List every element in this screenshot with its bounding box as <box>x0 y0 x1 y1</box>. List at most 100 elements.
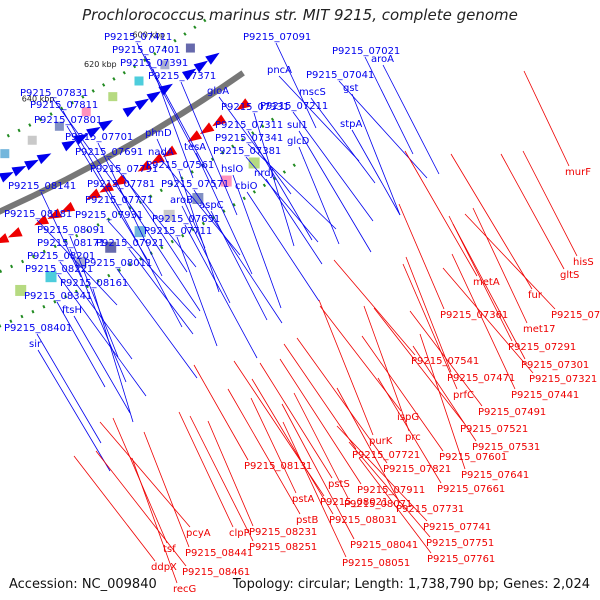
forward-gene-arrow <box>86 126 101 139</box>
reverse-gene-label: P9215_07601 <box>439 452 507 463</box>
forward-gene-arrow <box>205 52 220 65</box>
reverse-gene-leader <box>419 333 466 470</box>
reverse-gene-leader <box>250 397 297 494</box>
forward-gene-label: sul1 <box>287 120 308 131</box>
reverse-gene-leader <box>412 345 477 442</box>
forward-gene-leader <box>37 349 111 472</box>
forward-gene-arrow <box>61 140 77 152</box>
forward-gene-label: P9215_07021 <box>332 46 400 57</box>
forward-gene-label: phnD <box>145 128 172 139</box>
forward-gene-label: P9215_08401 <box>4 323 72 334</box>
reverse-gene-label: P9215_08131 <box>244 461 312 472</box>
forward-gene-label: P9215_07701 <box>65 132 133 143</box>
reverse-gene-leader <box>358 457 432 554</box>
reverse-gene-label: pcyA <box>186 528 211 539</box>
forward-gene-leader <box>298 146 340 245</box>
reverse-gene-leader <box>95 450 187 567</box>
reverse-gene-leader <box>377 377 442 484</box>
forward-gene-label: P9215_07211 <box>260 101 328 112</box>
cog-block <box>108 92 118 102</box>
forward-gene-leader <box>116 268 198 379</box>
forward-gene-label: P9215_08181 <box>4 209 72 220</box>
reverse-gene-label: P9215_08031 <box>329 515 397 526</box>
forward-gene-label: P9215_08341 <box>24 291 92 302</box>
forward-gene-label: aroA <box>371 54 394 65</box>
forward-gene-leader <box>195 152 253 275</box>
cog-block <box>192 193 204 205</box>
forward-gene-label: P9215_07781 <box>87 179 155 190</box>
reverse-gene-label: fur <box>528 290 543 301</box>
cog-block <box>75 256 87 268</box>
forward-gene-label: aspC <box>199 200 224 211</box>
forward-gene-leader <box>92 288 134 423</box>
reverse-gene-arrow <box>34 214 50 226</box>
reverse-gene-leader <box>131 457 178 584</box>
forward-gene-leader <box>57 274 147 397</box>
reverse-gene-leader <box>336 425 428 522</box>
reverse-gene-leader <box>227 388 301 515</box>
forward-gene-label: cbiO <box>235 181 258 192</box>
reverse-gene-label: P9215_08051 <box>342 558 410 569</box>
forward-gene-leader <box>156 138 206 249</box>
forward-gene-label: P9215_08201 <box>27 251 95 262</box>
reverse-gene-label: P9215_08441 <box>185 548 253 559</box>
forward-gene-label: P9215_07921 <box>96 238 164 249</box>
forward-gene-leader <box>210 210 268 321</box>
cog-block <box>54 121 64 131</box>
forward-gene-label: tesA <box>184 142 206 153</box>
reverse-gene-label: P9215_08021 <box>320 497 388 508</box>
forward-gene-arrow <box>24 159 39 171</box>
forward-gene-label: P9215_07331 <box>221 102 289 113</box>
forward-gene-leader <box>107 220 197 319</box>
forward-gene-leader <box>382 64 440 175</box>
forward-gene-leader <box>56 301 106 388</box>
forward-gene-arrow <box>122 105 138 118</box>
reverse-gene-label: P9215_07361 <box>440 310 508 321</box>
reverse-gene-arrow <box>47 208 63 220</box>
forward-gene-arrow <box>11 165 27 177</box>
cog-block <box>45 271 57 283</box>
reverse-gene-arrow <box>199 122 215 135</box>
forward-gene-leader <box>36 333 102 444</box>
reverse-gene-leader <box>405 256 452 373</box>
reverse-gene-leader <box>464 213 556 310</box>
reverse-gene-label: ddpX <box>151 562 177 573</box>
forward-gene-label: P9215_07571 <box>161 179 229 190</box>
reverse-gene-leader <box>373 307 465 424</box>
forward-gene-leader <box>310 97 376 184</box>
reverse-gene-label: hisS <box>573 257 594 268</box>
reverse-gene-label: P9215_07641 <box>461 470 529 481</box>
reverse-gene-leader <box>319 305 402 412</box>
reverse-gene-leader <box>73 455 156 562</box>
forward-gene-leader <box>292 111 374 222</box>
forward-gene-leader <box>298 130 372 253</box>
reverse-gene-label: P9215_07721 <box>352 450 420 461</box>
cog-block <box>134 226 146 238</box>
forward-gene-leader <box>144 55 218 190</box>
forward-gene-label: P9215_08221 <box>25 264 93 275</box>
genome-summary-text: Topology: circular; Length: 1,738,790 bp… <box>232 577 590 592</box>
reverse-gene-arrow <box>86 188 102 200</box>
scale-label: 640 kbp <box>22 95 55 104</box>
forward-gene-leader <box>232 174 282 309</box>
forward-gene-leader <box>59 261 133 360</box>
forward-gene-leader <box>180 81 238 216</box>
forward-gene-label: P9215_07811 <box>30 100 98 111</box>
forward-gene-leader <box>128 248 194 335</box>
reverse-gene-leader <box>259 362 333 479</box>
forward-gene-arrow <box>98 120 113 132</box>
forward-gene-leader <box>69 235 119 358</box>
reverse-gene-leader <box>333 259 416 356</box>
forward-gene-label: P9215_07341 <box>215 133 283 144</box>
forward-gene-leader <box>97 142 163 277</box>
reverse-gene-label: ispG <box>397 412 419 423</box>
cog-block <box>81 107 91 117</box>
forward-gene-leader <box>218 96 292 195</box>
forward-gene-label: P9215_08141 <box>8 181 76 192</box>
forward-gene-label: nadA <box>148 147 174 158</box>
cog-block <box>134 76 144 86</box>
cog-block <box>27 135 37 145</box>
reverse-gene-label: pstA <box>292 494 314 505</box>
reverse-gene-leader <box>99 421 191 528</box>
forward-gene-leader <box>73 315 131 414</box>
